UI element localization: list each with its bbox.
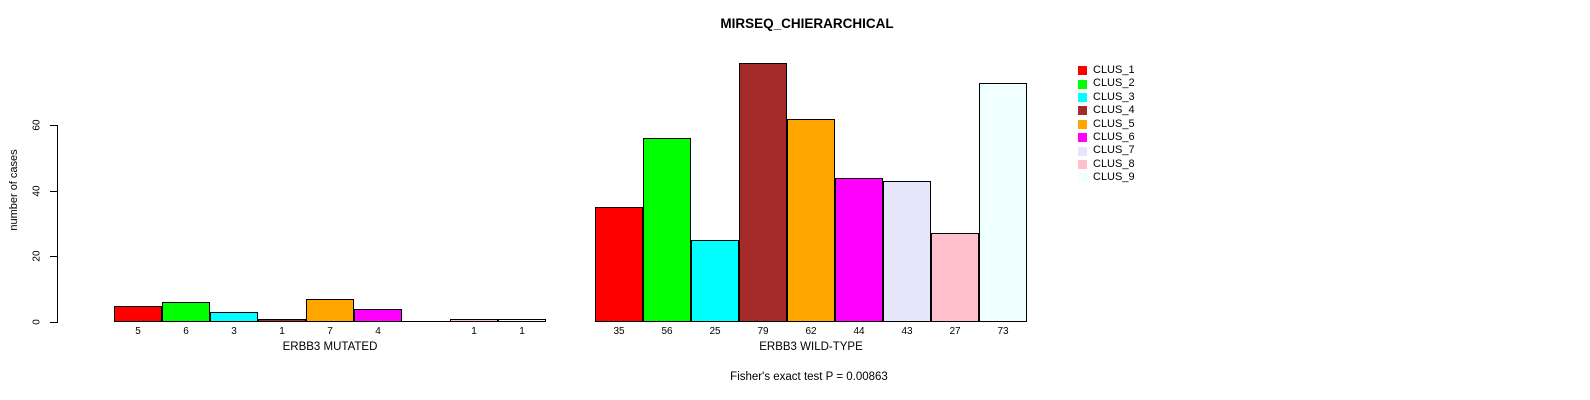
y-axis-tick-label: 20 [31, 250, 43, 262]
chart-bar [739, 63, 787, 322]
legend-item: CLUS_7 [1078, 144, 1135, 157]
legend-item: CLUS_1 [1078, 64, 1135, 77]
bar-value-label: 1 [519, 326, 525, 337]
bar-value-label: 44 [853, 326, 865, 337]
chart-bar [643, 138, 691, 322]
y-axis-tick [50, 322, 57, 323]
bar-value-label: 25 [709, 326, 721, 337]
bar-value-label: 73 [997, 326, 1009, 337]
legend-item: CLUS_4 [1078, 104, 1135, 117]
bar-value-label: 4 [375, 326, 381, 337]
bar-value-label: 3 [231, 326, 237, 337]
bar-value-label: 62 [805, 326, 817, 337]
chart-bar [931, 233, 979, 322]
bar-value-label: 27 [949, 326, 961, 337]
legend-label: CLUS_4 [1093, 104, 1135, 117]
legend-swatch [1078, 159, 1087, 169]
y-axis-tick-label: 60 [31, 119, 43, 131]
bar-value-label: 56 [661, 326, 673, 337]
legend-swatch [1078, 66, 1087, 76]
bar-value-label: 7 [327, 326, 333, 337]
fisher-test-annotation: Fisher's exact test P = 0.00863 [730, 371, 888, 383]
legend-swatch [1078, 173, 1087, 183]
chart-bar [210, 312, 258, 322]
legend-swatch [1078, 133, 1087, 143]
legend-label: CLUS_2 [1093, 77, 1135, 90]
chart-bar [595, 207, 643, 322]
bar-value-label: 35 [613, 326, 625, 337]
chart-bar [306, 299, 354, 322]
y-axis-tick [50, 191, 57, 192]
legend-label: CLUS_5 [1093, 117, 1135, 130]
legend-item: CLUS_9 [1078, 171, 1135, 184]
chart-bar-zero [402, 321, 450, 322]
legend-swatch [1078, 79, 1087, 89]
legend-label: CLUS_6 [1093, 130, 1135, 143]
legend-swatch [1078, 92, 1087, 102]
legend-item: CLUS_5 [1078, 118, 1135, 131]
x-axis-group-label: ERBB3 WILD-TYPE [759, 341, 863, 353]
chart-bar [258, 319, 306, 322]
x-axis-group-label: ERBB3 MUTATED [282, 341, 378, 353]
bar-value-label: 1 [471, 326, 477, 337]
bar-value-label: 1 [279, 326, 285, 337]
chart-bar [450, 319, 498, 322]
chart-bar [691, 240, 739, 322]
legend-label: CLUS_3 [1093, 90, 1135, 103]
bar-value-label: 6 [183, 326, 189, 337]
y-axis-tick-label: 40 [31, 185, 43, 197]
legend-label: CLUS_1 [1093, 64, 1135, 76]
legend-item: CLUS_6 [1078, 131, 1135, 144]
legend-item: CLUS_3 [1078, 91, 1135, 104]
bar-value-label: 5 [135, 326, 141, 337]
y-axis-line [57, 125, 58, 323]
chart-bar [835, 178, 883, 322]
bar-value-label: 43 [901, 326, 913, 337]
legend-item: CLUS_2 [1078, 77, 1135, 90]
legend: CLUS_1 CLUS_2 CLUS_3 CLUS_4 CLUS_5 CLUS_6 CLUS… [1078, 64, 1135, 185]
chart-bar [979, 83, 1027, 322]
chart-bar [162, 302, 210, 322]
legend-label: CLUS_7 [1093, 144, 1135, 157]
chart-bar [114, 306, 162, 322]
legend-swatch [1078, 146, 1087, 156]
chart-bar [498, 319, 546, 322]
legend-label: CLUS_8 [1093, 157, 1135, 170]
legend-swatch [1078, 106, 1087, 116]
chart-bar [883, 181, 931, 322]
chart-bar [787, 119, 835, 322]
y-axis-tick-label: 0 [31, 319, 43, 325]
y-axis-tick [50, 256, 57, 257]
legend-swatch [1078, 119, 1087, 129]
y-axis-label: number of cases [8, 149, 20, 231]
legend-item: CLUS_8 [1078, 158, 1135, 171]
y-axis-tick [50, 125, 57, 126]
chart-bar [354, 309, 402, 322]
bar-value-label: 79 [757, 326, 769, 337]
chart-title: MIRSEQ_CHIERARCHICAL [720, 16, 894, 31]
legend-label: CLUS_9 [1093, 171, 1135, 184]
